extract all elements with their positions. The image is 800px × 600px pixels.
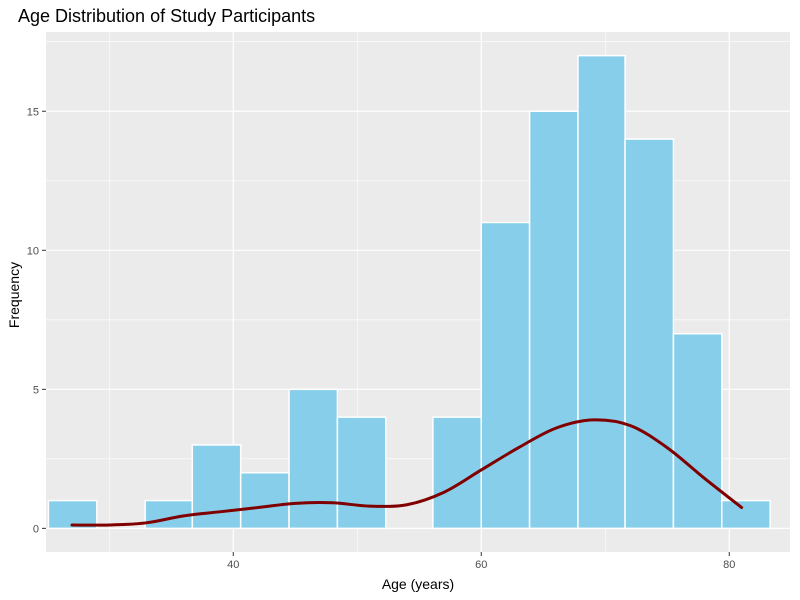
density-curve-layer bbox=[70, 418, 744, 527]
histogram-bar bbox=[721, 499, 771, 530]
x-tick-label: 60 bbox=[475, 559, 487, 571]
histogram-bar bbox=[672, 332, 723, 530]
y-tick-label: 10 bbox=[27, 245, 39, 257]
histogram-bar bbox=[239, 471, 290, 530]
histogram-bars bbox=[47, 54, 771, 530]
y-axis-title: Frequency bbox=[6, 262, 22, 328]
chart-title: Age Distribution of Study Participants bbox=[18, 6, 315, 26]
y-tick-label: 0 bbox=[33, 523, 39, 535]
x-axis-ticks: 40 60 80 bbox=[227, 552, 735, 571]
y-tick-label: 5 bbox=[33, 384, 39, 396]
histogram-bar bbox=[528, 110, 579, 530]
histogram-bar bbox=[432, 416, 482, 530]
density-curve bbox=[70, 418, 744, 527]
histogram-bar bbox=[336, 416, 387, 530]
histogram-bar bbox=[577, 54, 626, 530]
histogram-bar bbox=[191, 444, 242, 530]
y-axis-ticks: 0 5 10 15 bbox=[27, 106, 46, 535]
x-axis-title: Age (years) bbox=[382, 576, 454, 592]
x-tick-label: 40 bbox=[227, 559, 239, 571]
x-tick-label: 80 bbox=[723, 559, 735, 571]
histogram-bar bbox=[480, 221, 531, 530]
histogram-bar bbox=[624, 138, 675, 530]
histogram-bar bbox=[288, 388, 339, 530]
y-tick-label: 15 bbox=[27, 106, 39, 118]
